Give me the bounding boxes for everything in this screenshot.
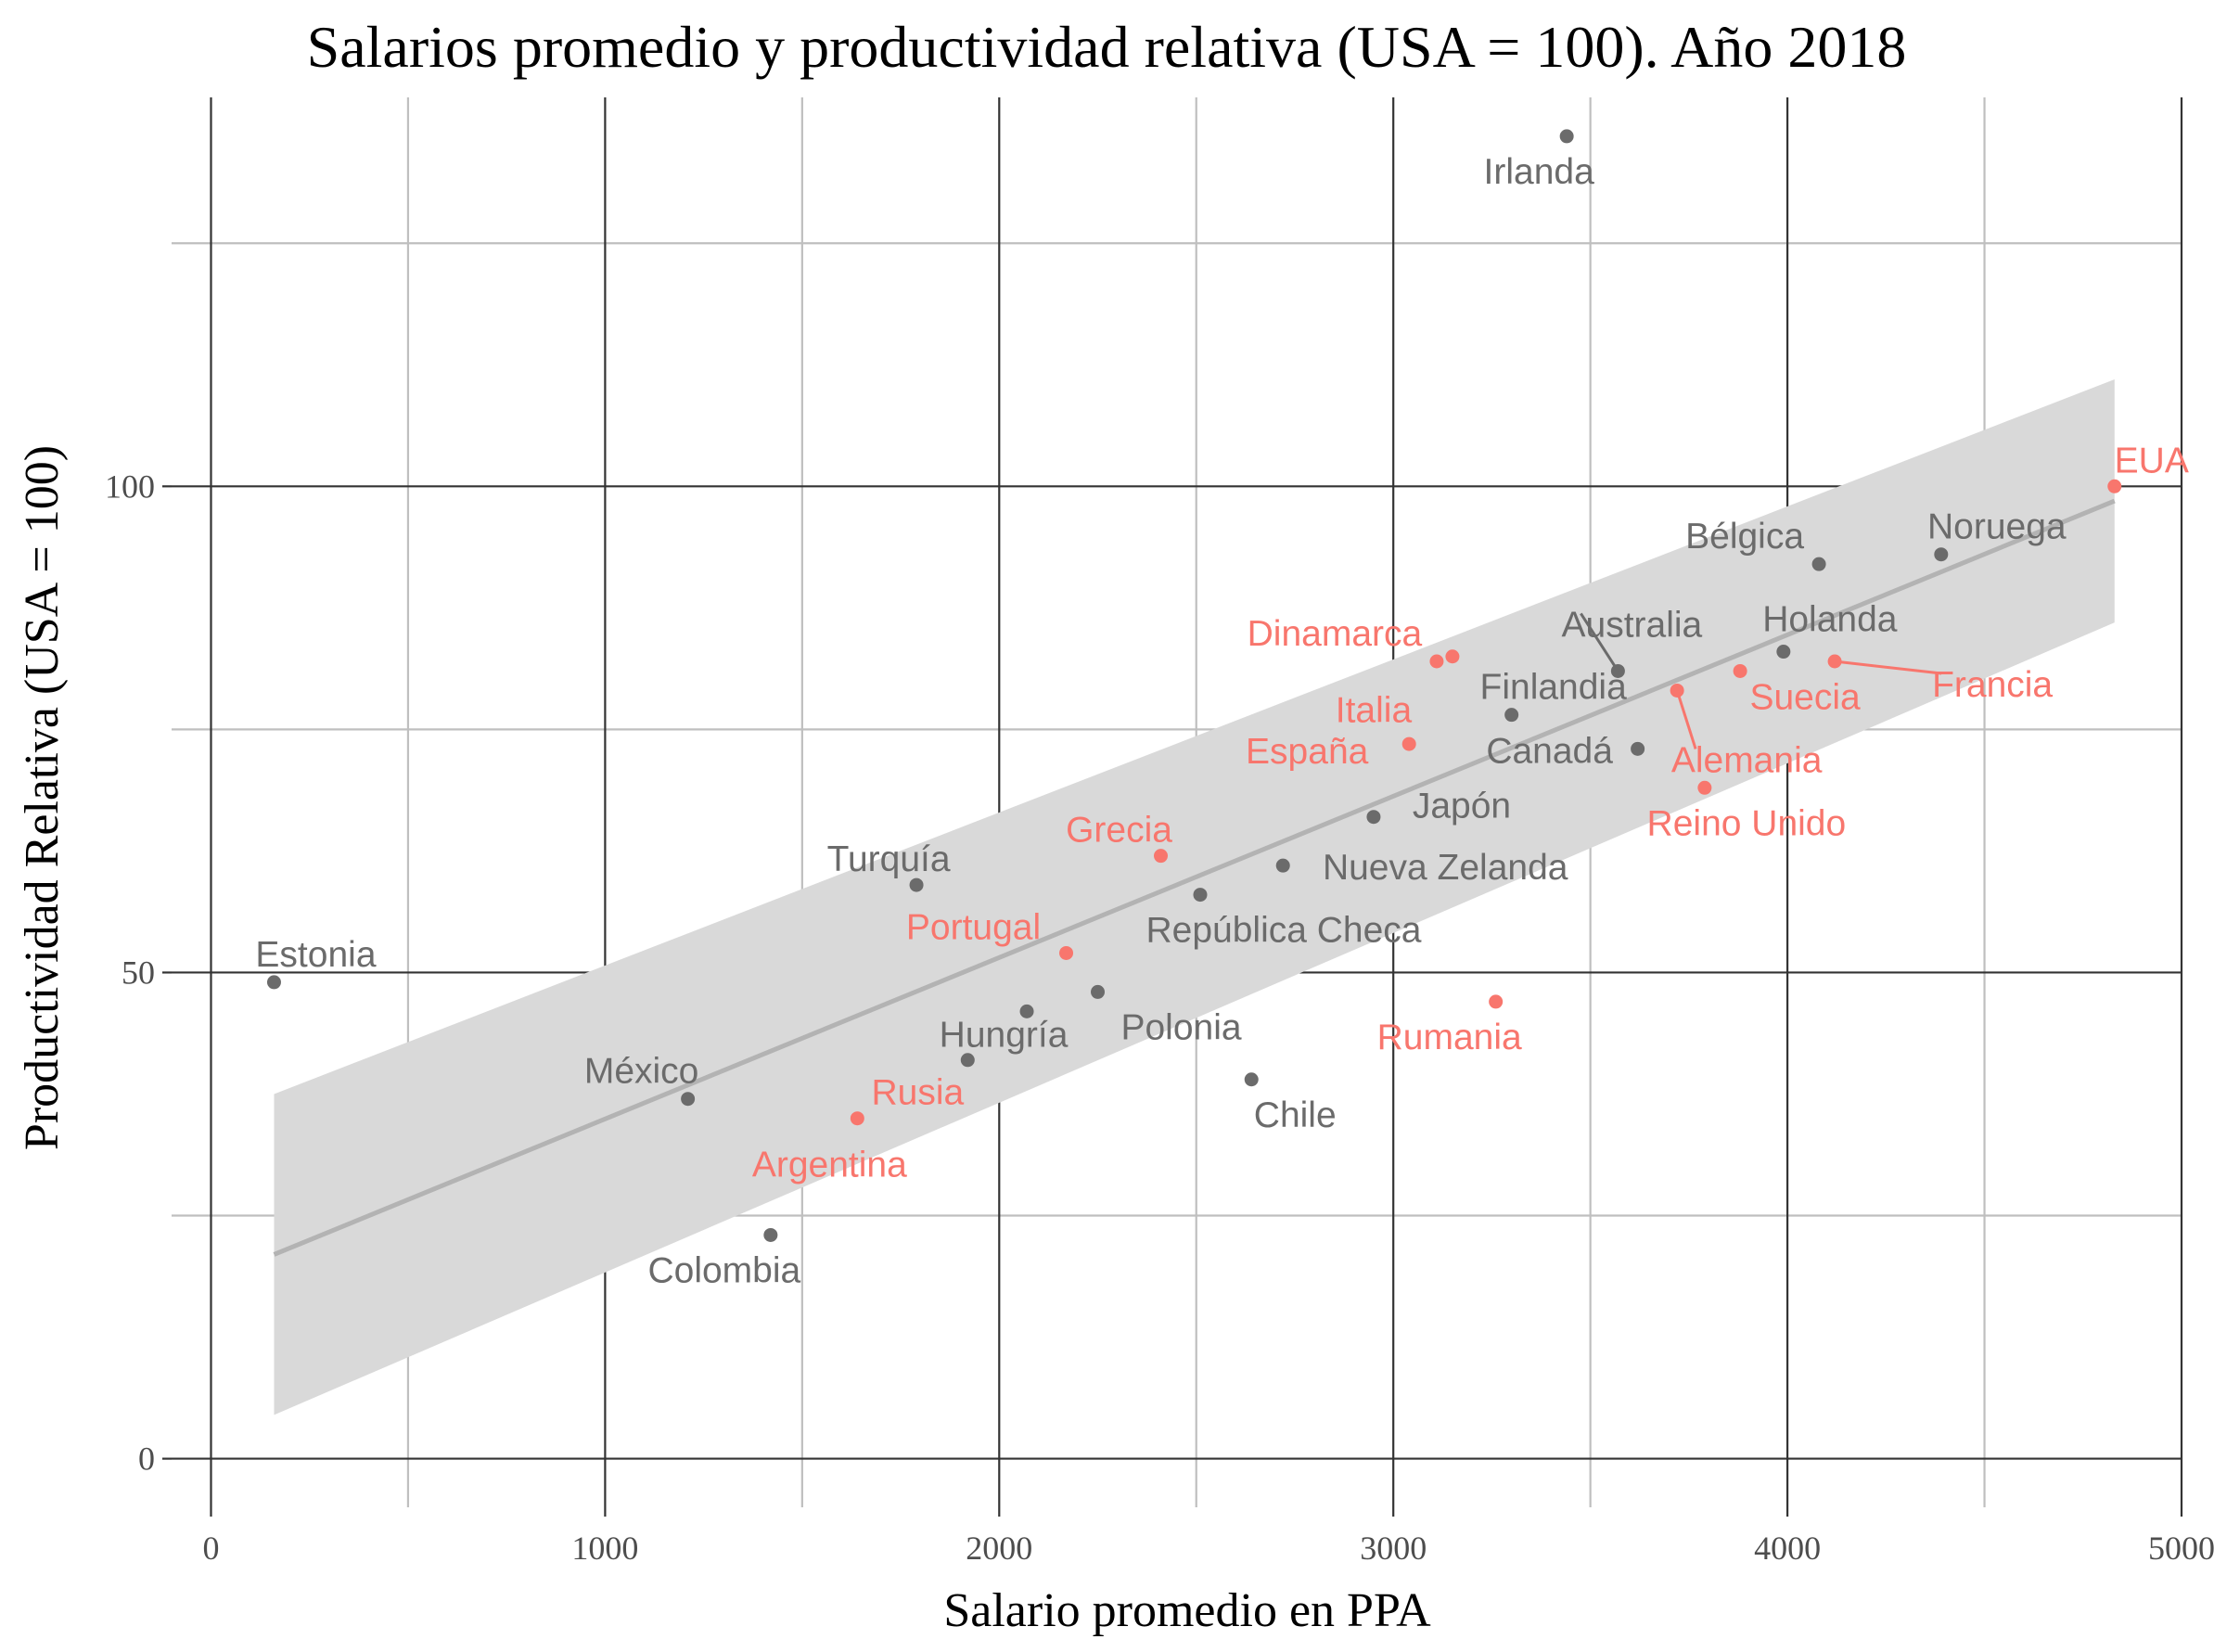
point-label: Holanda xyxy=(1762,600,1898,640)
axis-layer: 0 1000 2000 3000 4000 5000 0 50 100 xyxy=(105,467,2214,1567)
data-point xyxy=(681,1092,696,1107)
data-point xyxy=(763,1227,778,1242)
point-label: Bélgica xyxy=(1685,517,1804,557)
x-tick-label: 3000 xyxy=(1360,1530,1427,1567)
data-point xyxy=(1019,1004,1034,1018)
data-point xyxy=(1934,547,1949,562)
x-tick-label: 1000 xyxy=(571,1530,638,1567)
point-label: Grecia xyxy=(1066,811,1172,851)
point-label: Australia xyxy=(1562,605,1703,645)
x-tick-label: 5000 xyxy=(2148,1530,2214,1567)
point-label: Portugal xyxy=(906,907,1041,947)
label-leader xyxy=(1580,612,1619,672)
data-point xyxy=(2107,479,2122,493)
data-point xyxy=(909,877,924,892)
data-point xyxy=(850,1111,864,1126)
y-tick-label: 0 xyxy=(138,1441,155,1478)
trend-layer xyxy=(273,498,2116,1257)
data-point xyxy=(1489,994,1504,1009)
point-label: Noruega xyxy=(1927,507,2067,547)
data-point xyxy=(1504,708,1519,723)
data-point xyxy=(266,975,281,990)
y-tick-label: 50 xyxy=(122,954,155,991)
point-label: Hungría xyxy=(940,1015,1069,1055)
data-point xyxy=(1366,810,1381,825)
point-label: Alemania xyxy=(1671,740,1823,780)
trend-line xyxy=(273,498,2116,1257)
label-leader xyxy=(1834,660,1942,675)
point-label: República Checa xyxy=(1145,911,1421,951)
point-label: Turquía xyxy=(827,839,951,879)
point-label: Argentina xyxy=(752,1146,907,1185)
point-label: Irlanda xyxy=(1484,152,1595,192)
data-point xyxy=(1559,129,1574,144)
data-point xyxy=(1445,649,1460,664)
data-point xyxy=(1193,888,1208,903)
point-label: Colombia xyxy=(647,1250,800,1290)
point-label: España xyxy=(1246,732,1369,772)
y-axis-title: Productividad Relativa (USA = 100) xyxy=(16,445,69,1150)
point-label: Polonia xyxy=(1120,1007,1241,1047)
point-label: Reino Unido xyxy=(1647,803,1847,843)
data-point xyxy=(1697,780,1712,795)
data-point xyxy=(1776,645,1791,660)
point-label: Rusia xyxy=(871,1073,964,1113)
point-label: Suecia xyxy=(1749,677,1861,717)
point-label: Chile xyxy=(1254,1095,1337,1135)
x-tick-label: 0 xyxy=(202,1530,219,1567)
data-point xyxy=(1429,654,1444,669)
point-label: Japón xyxy=(1413,787,1511,826)
data-point xyxy=(1733,663,1747,678)
point-label: México xyxy=(584,1052,699,1092)
x-tick-label: 4000 xyxy=(1754,1530,1821,1567)
point-label: Estonia xyxy=(255,935,376,975)
data-point xyxy=(1631,741,1645,756)
point-label: Dinamarca xyxy=(1248,614,1423,654)
point-label: Finlandia xyxy=(1480,668,1628,708)
chart-title: Salarios promedio y productividad relati… xyxy=(307,14,1907,80)
x-axis-title: Salario promedio en PPA xyxy=(943,1584,1431,1637)
point-layer xyxy=(266,129,2122,1242)
point-label: Nueva Zelanda xyxy=(1323,848,1568,888)
point-label: Francia xyxy=(1932,665,2053,705)
data-point xyxy=(1811,557,1826,571)
y-tick-label: 100 xyxy=(105,467,155,505)
point-label: Rumania xyxy=(1377,1018,1522,1057)
label-layer: Irlanda EUA Bélgica Noruega Dinamarca Austral… xyxy=(255,152,2188,1291)
data-point xyxy=(1091,984,1106,999)
point-label: EUA xyxy=(2115,441,2189,480)
data-point xyxy=(960,1053,975,1068)
point-label: Italia xyxy=(1336,690,1413,730)
data-point xyxy=(1275,858,1290,873)
x-tick-label: 2000 xyxy=(966,1530,1032,1567)
data-point xyxy=(1059,945,1074,960)
data-point xyxy=(1154,849,1169,864)
data-point xyxy=(1244,1072,1259,1087)
label-leader xyxy=(1675,689,1697,749)
data-point xyxy=(1401,736,1416,751)
point-label: Canadá xyxy=(1486,731,1613,771)
